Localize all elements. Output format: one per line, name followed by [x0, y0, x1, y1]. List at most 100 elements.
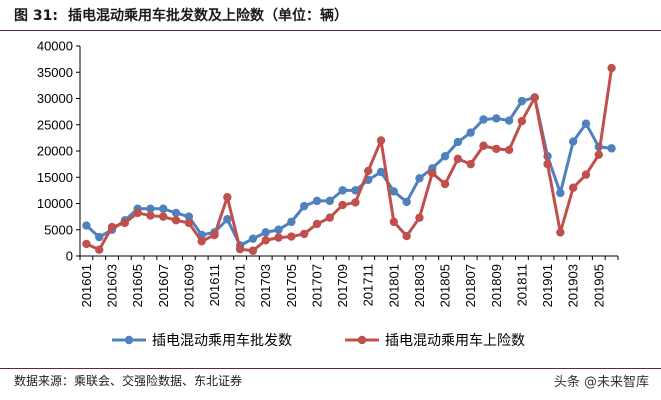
chart-legend: 插电混动乘用车批发数 插电混动乘用车上险数: [112, 332, 525, 349]
series-line-1: [85, 95, 612, 247]
y-tick-label: 0: [66, 249, 73, 264]
x-tick-label: 201801: [386, 264, 401, 307]
x-tick-label: 201803: [412, 264, 427, 307]
legend-label-2: 插电混动乘用车上险数: [385, 332, 525, 349]
x-tick-label: 201901: [540, 264, 555, 307]
data-point-series-1: [274, 225, 283, 234]
x-tick-label: 201705: [284, 264, 299, 307]
source-divider: [0, 368, 661, 369]
data-point-series-2: [287, 232, 296, 241]
data-point-series-1: [338, 186, 347, 195]
data-point-series-2: [107, 222, 117, 232]
figure-number: 图 31:: [14, 8, 58, 24]
watermark: 头条 @未来智库: [553, 375, 649, 390]
data-point-series-2: [364, 166, 373, 176]
x-tick-label: 201605: [130, 264, 145, 307]
x-tick-label: 201707: [309, 264, 324, 307]
data-point-series-2: [210, 230, 219, 240]
x-tick-label: 201603: [105, 264, 120, 307]
data-point-series-2: [197, 237, 206, 246]
data-point-series-1: [581, 119, 591, 128]
data-point-series-2: [530, 93, 539, 102]
data-point-series-2: [376, 136, 386, 145]
x-tick-label: 201905: [591, 264, 606, 307]
x-tick-label: 201809: [489, 264, 504, 307]
legend-swatch-marker-2: [357, 335, 367, 345]
x-tick-label: 201903: [566, 264, 581, 307]
y-tick-label: 5000: [44, 222, 73, 237]
data-point-series-1: [171, 208, 181, 218]
x-tick-label: 201807: [463, 264, 478, 307]
data-point-series-1: [261, 228, 270, 237]
data-point-series-2: [543, 159, 552, 169]
y-tick-label: 20000: [37, 144, 73, 159]
y-tick-label: 10000: [37, 196, 73, 211]
data-point-series-2: [594, 150, 603, 159]
data-point-series-2: [440, 179, 450, 189]
y-tick-label: 40000: [37, 39, 73, 54]
data-point-series-1: [95, 232, 104, 242]
data-point-series-1: [453, 137, 463, 147]
data-point-series-1: [82, 221, 91, 230]
legend-label-1: 插电混动乘用车批发数: [152, 332, 292, 349]
y-tick-label: 30000: [37, 91, 73, 106]
data-point-series-2: [581, 170, 591, 179]
data-point-series-2: [504, 145, 514, 155]
data-point-series-1: [440, 152, 450, 161]
data-point-series-2: [120, 218, 130, 228]
data-point-series-2: [517, 116, 527, 126]
figure-title-bar: 图 31: 插电混动乘用车批发数及上险数（单位：辆）: [0, 0, 661, 30]
data-point-series-2: [415, 213, 424, 222]
data-point-series-1: [287, 217, 296, 227]
data-point-series-1: [415, 174, 424, 183]
data-point-series-1: [184, 212, 194, 221]
line-chart: 0 5000 10000 15000 20000 25000 30000 35000 40000…: [37, 39, 619, 349]
data-point-series-1: [504, 116, 514, 125]
y-tick-label: 25000: [37, 117, 73, 132]
data-point-series-1: [248, 234, 258, 243]
y-tick-label: 35000: [37, 65, 73, 80]
data-point-series-2: [299, 229, 309, 239]
x-tick-label: 201805: [438, 264, 453, 307]
title-divider: [0, 30, 661, 31]
data-point-series-2: [428, 168, 437, 178]
x-tick-label: 201709: [335, 264, 350, 307]
data-point-series-1: [402, 197, 411, 207]
data-point-series-2: [466, 159, 475, 169]
data-point-series-1: [325, 196, 334, 206]
x-tick-label: 201601: [79, 264, 94, 307]
data-point-series-2: [235, 244, 245, 254]
data-point-series-2: [248, 246, 258, 255]
data-point-series-1: [492, 114, 501, 123]
data-point-series-1: [479, 115, 488, 124]
data-point-series-1: [607, 144, 616, 153]
data-point-series-2: [146, 211, 155, 220]
chart-series: [82, 63, 616, 255]
y-tick-label: 15000: [37, 170, 73, 185]
data-point-series-2: [389, 217, 399, 227]
data-point-series-2: [556, 228, 565, 237]
x-tick-label: 201611: [207, 264, 222, 306]
data-point-series-2: [607, 63, 616, 73]
data-point-series-1: [389, 187, 399, 196]
data-point-series-2: [402, 231, 411, 241]
data-point-series-1: [312, 196, 322, 206]
data-point-series-2: [312, 219, 322, 229]
data-point-series-2: [453, 154, 463, 164]
data-point-series-2: [351, 198, 360, 207]
x-tick-label: 201701: [233, 264, 248, 307]
data-point-series-1: [376, 167, 386, 177]
data-point-series-2: [95, 245, 104, 254]
figure-title: 插电混动乘用车批发数及上险数（单位：辆）: [67, 8, 348, 24]
data-point-series-2: [184, 218, 194, 228]
data-point-series-1: [517, 96, 527, 106]
data-point-series-1: [568, 137, 578, 146]
chart-axes: 0 5000 10000 15000 20000 25000 30000 35000 40000…: [37, 39, 619, 307]
data-point-series-2: [133, 208, 142, 218]
x-tick-label: 201711: [361, 264, 376, 306]
data-point-series-1: [466, 128, 475, 137]
data-point-series-1: [299, 201, 309, 211]
x-tick-label: 201609: [181, 264, 196, 307]
data-point-series-2: [568, 183, 578, 192]
x-tick-label: 201607: [156, 264, 171, 307]
